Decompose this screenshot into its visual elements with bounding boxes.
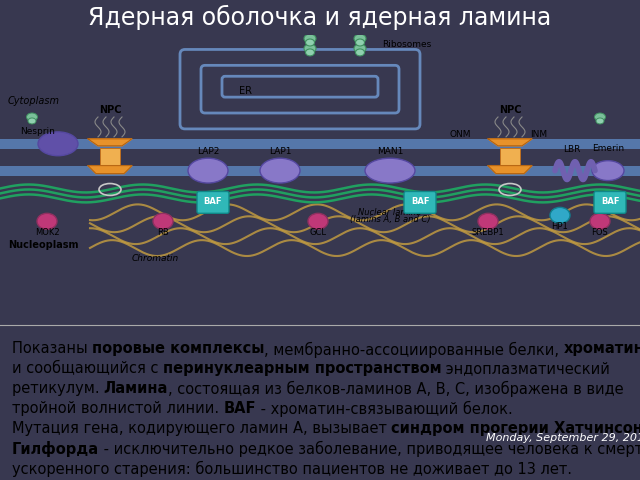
Text: ускоренного старения: большинство пациентов не доживает до 13 лет.: ускоренного старения: большинство пациен…: [12, 460, 572, 477]
Text: поровые комплексы: поровые комплексы: [92, 341, 264, 357]
Text: LBR: LBR: [563, 145, 580, 154]
FancyBboxPatch shape: [404, 192, 436, 213]
Text: Monday, September 29, 2014: Monday, September 29, 2014: [486, 433, 640, 443]
Ellipse shape: [595, 113, 605, 121]
Text: эндоплазматический: эндоплазматический: [441, 361, 610, 376]
Ellipse shape: [550, 207, 570, 223]
Text: ER: ER: [239, 86, 252, 96]
Ellipse shape: [592, 161, 624, 180]
Ellipse shape: [355, 39, 365, 46]
Ellipse shape: [308, 213, 328, 229]
Text: Nucleoplasm: Nucleoplasm: [8, 240, 79, 250]
Ellipse shape: [354, 34, 366, 43]
Bar: [500, 148, 520, 167]
Ellipse shape: [590, 213, 610, 229]
Text: SREBP1: SREBP1: [472, 228, 504, 237]
Ellipse shape: [355, 49, 365, 56]
Text: Мутация гена, кодирующего ламин А, вызывает: Мутация гена, кодирующего ламин А, вызыв…: [12, 421, 391, 436]
Text: BAF: BAF: [411, 197, 429, 206]
Text: и сообщающийся с: и сообщающийся с: [12, 361, 163, 376]
Text: ONM: ONM: [450, 130, 472, 139]
Text: MAN1: MAN1: [377, 147, 403, 156]
Polygon shape: [88, 166, 132, 174]
Ellipse shape: [478, 213, 498, 229]
Text: HP1: HP1: [552, 222, 568, 231]
Text: , мембранно-ассоциированные белки,: , мембранно-ассоциированные белки,: [264, 341, 564, 358]
Text: NPC: NPC: [99, 105, 121, 115]
Text: Emerin: Emerin: [592, 144, 624, 153]
Ellipse shape: [596, 118, 604, 124]
Ellipse shape: [37, 213, 57, 229]
Text: RB: RB: [157, 228, 169, 237]
Text: Ядерная оболочка и ядерная ламина: Ядерная оболочка и ядерная ламина: [88, 5, 552, 30]
Text: - хроматин-связывающий белок.: - хроматин-связывающий белок.: [256, 401, 513, 417]
Polygon shape: [488, 166, 532, 174]
FancyBboxPatch shape: [197, 192, 229, 213]
Ellipse shape: [38, 132, 78, 156]
Text: BAF: BAF: [223, 401, 256, 416]
Text: - исключительно редкое заболевание, приводящее человека к смерти от: - исключительно редкое заболевание, прив…: [99, 441, 640, 457]
Text: Ламина: Ламина: [104, 381, 168, 396]
Ellipse shape: [260, 158, 300, 183]
Text: Гилфорда: Гилфорда: [12, 441, 99, 456]
Text: Chromatin: Chromatin: [131, 254, 179, 263]
Polygon shape: [88, 139, 132, 146]
Text: GCL: GCL: [310, 228, 326, 237]
FancyBboxPatch shape: [594, 192, 626, 213]
Text: Ribosomes: Ribosomes: [382, 40, 431, 49]
Text: Показаны: Показаны: [12, 341, 92, 357]
Text: ретикулум.: ретикулум.: [12, 381, 104, 396]
Text: Cytoplasm: Cytoplasm: [8, 96, 60, 106]
Text: LAP1: LAP1: [269, 147, 291, 156]
Ellipse shape: [365, 158, 415, 183]
Text: BAF: BAF: [601, 197, 620, 206]
Ellipse shape: [153, 213, 173, 229]
Text: Nuclear lamina: Nuclear lamina: [358, 208, 422, 217]
Ellipse shape: [305, 49, 314, 56]
Bar: [0, 139, 640, 149]
Bar: [100, 148, 120, 167]
Text: BAF: BAF: [204, 197, 222, 206]
Ellipse shape: [304, 34, 316, 43]
Text: NPC: NPC: [499, 105, 521, 115]
Ellipse shape: [304, 44, 316, 53]
Ellipse shape: [26, 113, 38, 121]
Text: INM: INM: [530, 130, 547, 139]
Ellipse shape: [188, 158, 228, 183]
Ellipse shape: [28, 118, 36, 124]
Ellipse shape: [354, 44, 366, 53]
Bar: [0, 166, 640, 176]
Text: MOK2: MOK2: [35, 228, 60, 237]
Text: синдром прогерии Хатчинсона-: синдром прогерии Хатчинсона-: [391, 421, 640, 436]
Text: LAP2: LAP2: [197, 147, 219, 156]
Text: FOS: FOS: [591, 228, 609, 237]
Ellipse shape: [305, 39, 314, 46]
Text: хроматин: хроматин: [564, 341, 640, 357]
Text: Nesprin: Nesprin: [20, 127, 55, 136]
Polygon shape: [488, 139, 532, 146]
Text: тройной волнистой линии.: тройной волнистой линии.: [12, 401, 223, 416]
Text: , состоящая из белков-ламинов А, В, С, изображена в виде: , состоящая из белков-ламинов А, В, С, и…: [168, 381, 624, 397]
Text: перинуклеарным пространством: перинуклеарным пространством: [163, 361, 441, 376]
Text: (lamins A, B and C): (lamins A, B and C): [349, 215, 430, 224]
